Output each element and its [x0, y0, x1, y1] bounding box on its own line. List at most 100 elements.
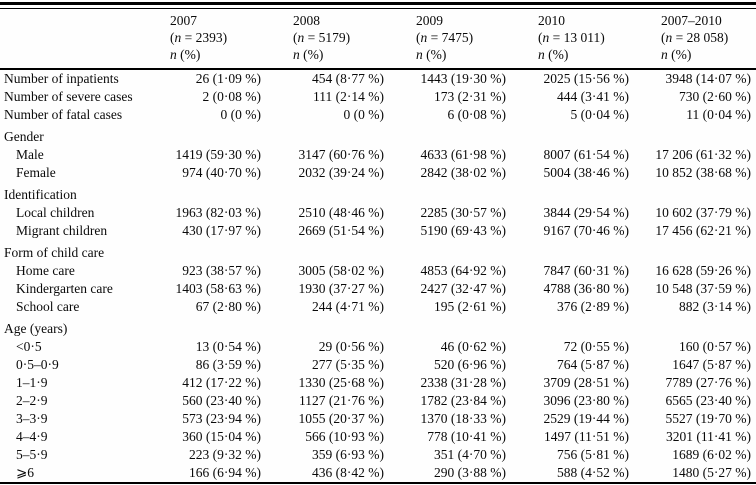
- cell-value: 2285 (30·57 %): [420, 205, 506, 220]
- column-n-count: (n = 7475): [416, 30, 474, 45]
- data-table: 2007 (n = 2393) n (%) 2008 (n = 5179) n …: [0, 9, 756, 484]
- column-year: 2009: [416, 13, 443, 28]
- cell-value: 778 (10·41 %): [427, 429, 506, 444]
- cell-value: 72 (0·55 %): [563, 339, 629, 354]
- cell-value: 111 (2·14 %): [313, 89, 384, 104]
- cell-value: 10 602 (37·79 %): [655, 205, 751, 220]
- column-n-pct-label: n (%): [293, 47, 324, 62]
- cell-value: 6 (0·08 %): [447, 107, 506, 122]
- cell-value: 2338 (31·28 %): [420, 375, 506, 390]
- cell-value: 160 (0·57 %): [679, 339, 751, 354]
- table-row: Number of severe cases 2 (0·08 %) 111 (2·1…: [0, 88, 756, 106]
- table-header: 2007 (n = 2393) n (%) 2008 (n = 5179) n …: [0, 9, 756, 69]
- cell-value: 1497 (11·51 %): [544, 429, 629, 444]
- table-row: Migrant children 430 (17·97 %) 2669 (51·54…: [0, 222, 756, 240]
- cell-value: 3147 (60·76 %): [298, 147, 384, 162]
- column-year: 2010: [538, 13, 565, 28]
- cell-value: 573 (23·94 %): [182, 411, 261, 426]
- table-row: Home care 923 (38·57 %) 3005 (58·02 %) 4853…: [0, 262, 756, 280]
- cell-value: 46 (0·62 %): [440, 339, 506, 354]
- cell-value: 974 (40·70 %): [182, 165, 261, 180]
- cell-value: 5527 (19·70 %): [665, 411, 751, 426]
- row-label: Migrant children: [16, 223, 108, 238]
- cell-value: 16 628 (59·26 %): [655, 263, 751, 278]
- section-header-row: Gender: [0, 124, 756, 146]
- cell-value: 3844 (29·54 %): [543, 205, 629, 220]
- cell-value: 166 (6·94 %): [189, 465, 261, 480]
- cell-value: 5 (0·04 %): [570, 107, 629, 122]
- cell-value: 2427 (32·47 %): [420, 281, 506, 296]
- row-label: Local children: [16, 205, 95, 220]
- column-year: 2007–2010: [661, 13, 722, 28]
- section-header-row: Form of child care: [0, 240, 756, 262]
- column-n-pct-label: n (%): [538, 47, 569, 62]
- cell-value: 11 (0·04 %): [686, 107, 751, 122]
- table-row: 4–4·9 360 (15·04 %) 566 (10·93 %) 778 (10·4…: [0, 428, 756, 446]
- cell-value: 244 (4·71 %): [312, 299, 384, 314]
- column-n-count: (n = 28 058): [661, 30, 729, 45]
- column-header-2010: 2010 (n = 13 011) n (%): [530, 9, 653, 69]
- row-label: ⩾6: [16, 465, 35, 480]
- cell-value: 195 (2·61 %): [434, 299, 506, 314]
- cell-value: 360 (15·04 %): [182, 429, 261, 444]
- table-row: 0·5–0·9 86 (3·59 %) 277 (5·35 %) 520 (6·96 …: [0, 356, 756, 374]
- cell-value: 1689 (6·02 %): [672, 447, 751, 462]
- row-label: 3–3·9: [16, 411, 48, 426]
- cell-value: 430 (17·97 %): [182, 223, 261, 238]
- column-n-count: (n = 2393): [170, 30, 228, 45]
- cell-value: 5004 (38·46 %): [543, 165, 629, 180]
- cell-value: 7847 (60·31 %): [543, 263, 629, 278]
- row-label: Home care: [16, 263, 75, 278]
- header-stub-cell: [0, 9, 162, 69]
- table-row: Number of fatal cases 0 (0 %) 0 (0 %) 6 (0·…: [0, 106, 756, 124]
- cell-value: 454 (8·77 %): [312, 71, 384, 86]
- cell-value: 0 (0 %): [220, 107, 262, 122]
- cell-value: 67 (2·80 %): [195, 299, 261, 314]
- cell-value: 1647 (5·87 %): [672, 357, 751, 372]
- column-n-count: (n = 5179): [293, 30, 351, 45]
- cell-value: 2842 (38·02 %): [420, 165, 506, 180]
- cell-value: 412 (17·22 %): [182, 375, 261, 390]
- cell-value: 4853 (64·92 %): [420, 263, 506, 278]
- cell-value: 26 (1·09 %): [195, 71, 261, 86]
- cell-value: 1480 (5·27 %): [672, 465, 751, 480]
- row-label: Number of fatal cases: [4, 107, 123, 122]
- table-row: Male 1419 (59·30 %) 3147 (60·76 %) 4633 (61…: [0, 146, 756, 164]
- cell-value: 3201 (11·41 %): [666, 429, 751, 444]
- table-row: 2–2·9 560 (23·40 %) 1127 (21·76 %) 1782 (23…: [0, 392, 756, 410]
- cell-value: 566 (10·93 %): [305, 429, 384, 444]
- column-year: 2008: [293, 13, 320, 28]
- cell-value: 3948 (14·07 %): [665, 71, 751, 86]
- row-label: 1–1·9: [16, 375, 48, 390]
- table-row: ⩾6 166 (6·94 %) 436 (8·42 %) 290 (3·88 %) 58…: [0, 464, 756, 483]
- section-header: Form of child care: [4, 245, 105, 260]
- cell-value: 1330 (25·68 %): [298, 375, 384, 390]
- cell-value: 3096 (23·80 %): [543, 393, 629, 408]
- cell-value: 756 (5·81 %): [557, 447, 629, 462]
- cell-value: 10 852 (38·68 %): [655, 165, 751, 180]
- row-label: 2–2·9: [16, 393, 48, 408]
- cell-value: 359 (6·93 %): [312, 447, 384, 462]
- cell-value: 376 (2·89 %): [557, 299, 629, 314]
- cell-value: 1403 (58·63 %): [175, 281, 261, 296]
- cell-value: 351 (4·70 %): [434, 447, 506, 462]
- cell-value: 13 (0·54 %): [195, 339, 261, 354]
- cell-value: 277 (5·35 %): [312, 357, 384, 372]
- cell-value: 2025 (15·56 %): [543, 71, 629, 86]
- section-header: Gender: [4, 129, 44, 144]
- cell-value: 1127 (21·76 %): [299, 393, 384, 408]
- cell-value: 3709 (28·51 %): [543, 375, 629, 390]
- row-label: 4–4·9: [16, 429, 48, 444]
- table-row: School care 67 (2·80 %) 244 (4·71 %) 195 (2…: [0, 298, 756, 316]
- row-label: School care: [16, 299, 80, 314]
- row-label: Number of severe cases: [4, 89, 133, 104]
- row-label: Female: [16, 165, 56, 180]
- section-header: Identification: [4, 187, 77, 202]
- cell-value: 520 (6·96 %): [434, 357, 506, 372]
- cell-value: 7789 (27·76 %): [665, 375, 751, 390]
- cell-value: 86 (3·59 %): [195, 357, 261, 372]
- column-year: 2007: [170, 13, 197, 28]
- cell-value: 1370 (18·33 %): [420, 411, 506, 426]
- cell-value: 3005 (58·02 %): [298, 263, 384, 278]
- cell-value: 2 (0·08 %): [202, 89, 261, 104]
